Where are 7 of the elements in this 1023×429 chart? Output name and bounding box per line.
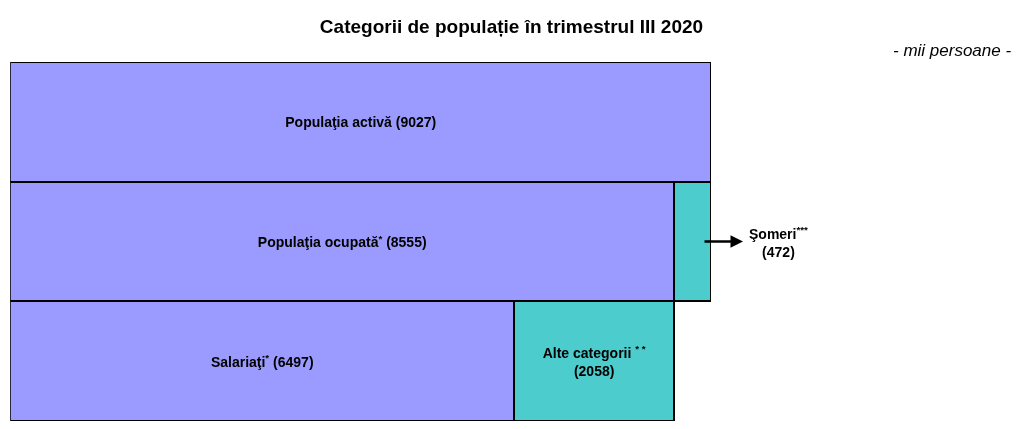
text: Alte categorii $^{* *}$ (2058)	[542, 342, 646, 380]
chart-title: Categorii de populație în trimestrul III 2020	[319, 15, 704, 37]
text: - mii persoane -	[893, 41, 1012, 60]
data-label: Populaţia ocupată$^{*}$ (8555)	[257, 232, 427, 251]
data-label: Salariaţi$^{*}$ (6497)	[210, 352, 314, 370]
data-label: Populaţia activă (9027)	[285, 114, 437, 130]
data-label: Şomeri$^{***}$ (472)	[749, 224, 809, 261]
